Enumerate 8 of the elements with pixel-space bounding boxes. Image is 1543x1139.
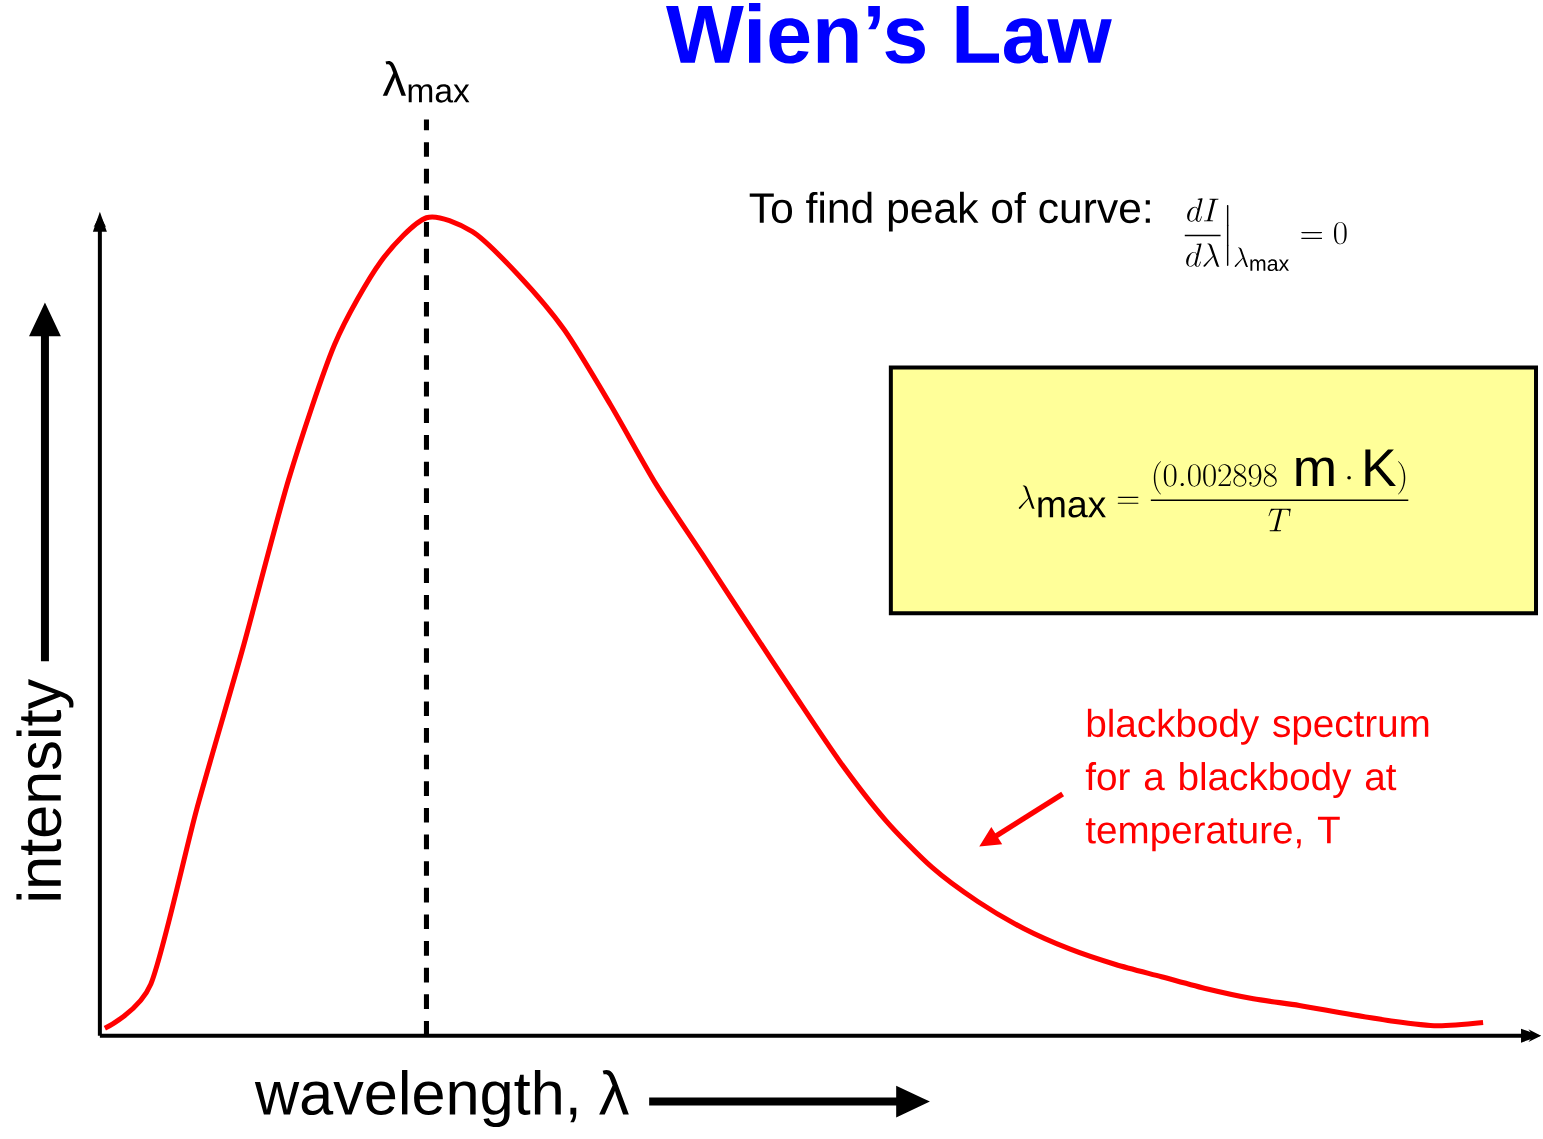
annotation: $\frac{dI}{d\lambda}\Big|_{\lambda_{\max}} = 0$	[1184, 198, 1347, 272]
chart-title: Wien’s Law	[666, 3, 1112, 64]
annotation: To find peak of curve:	[749, 192, 1150, 232]
annotation: blackbody spectrum for a blackbody at temperature, T	[1085, 709, 1429, 852]
y-axis-title: intensity	[16, 679, 74, 900]
text: λ$_{max}$	[382, 61, 470, 103]
x-axis-title: wavelength, λ	[254, 1070, 629, 1128]
annotation: $\lambda_{\max} = \frac{(0.002898\ \mathrm{m\cdot K})}{T}$	[1018, 449, 1409, 532]
